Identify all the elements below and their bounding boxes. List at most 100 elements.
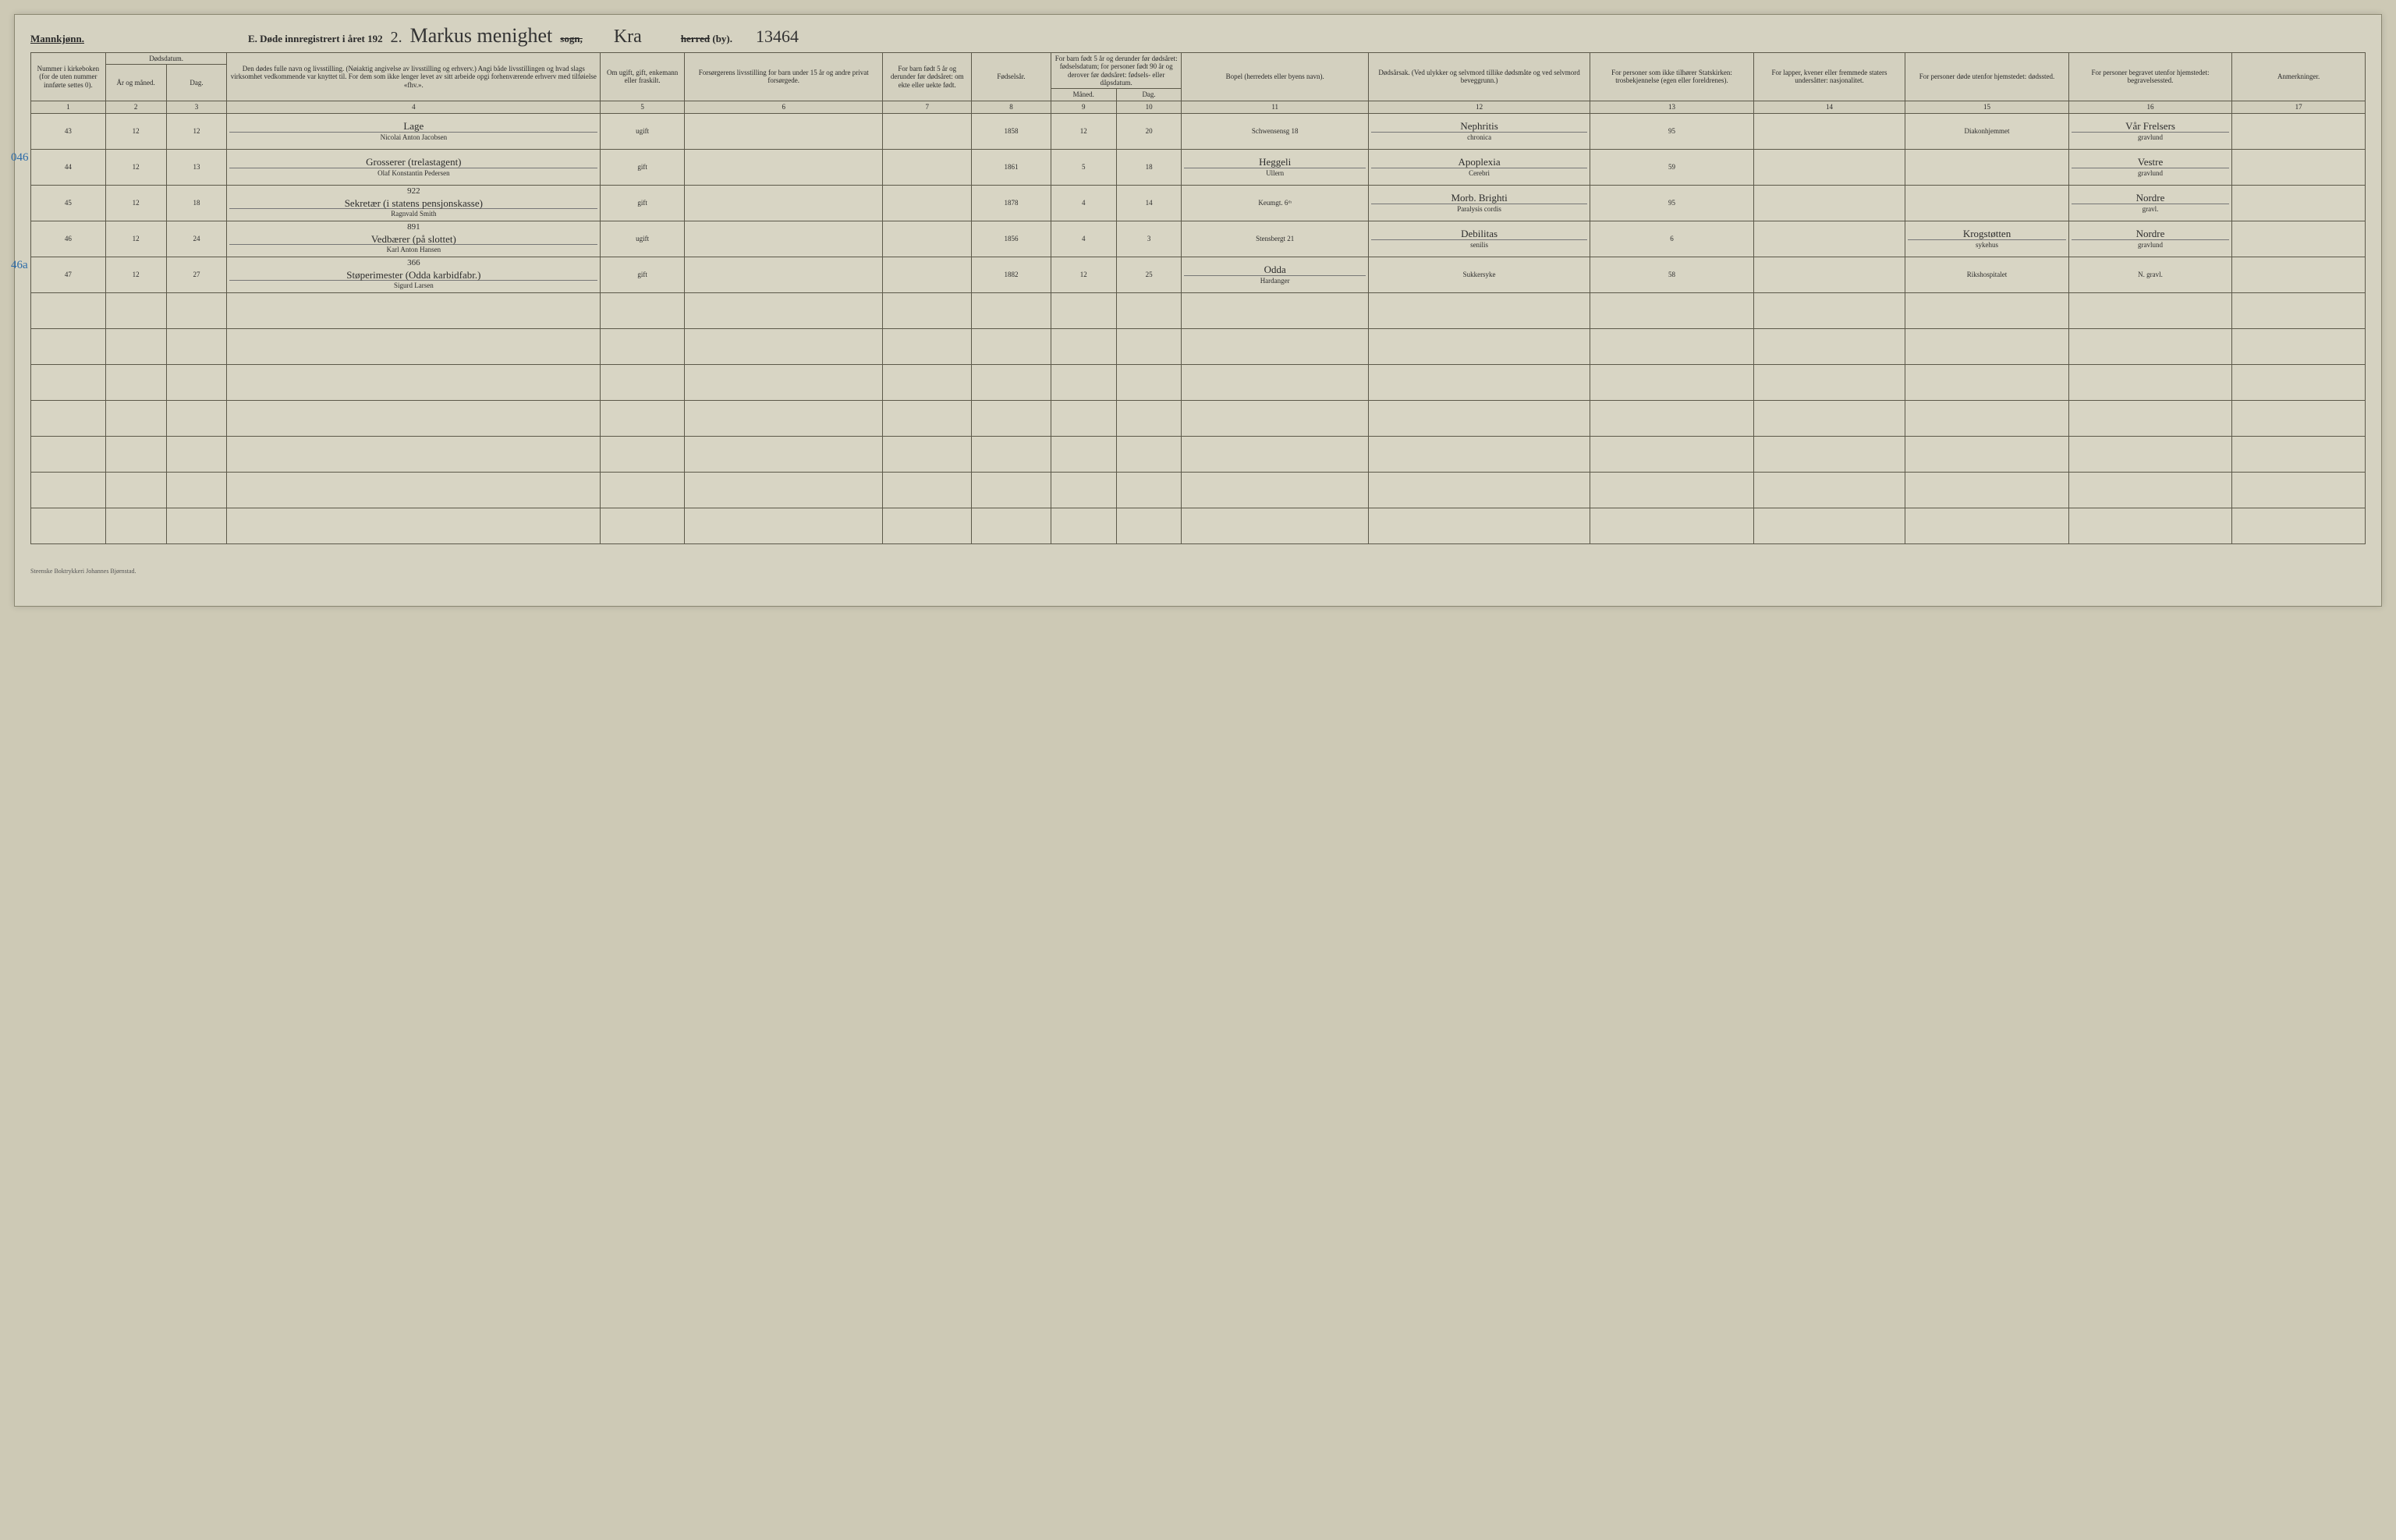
empty-cell	[601, 508, 685, 543]
cell: 13	[166, 149, 227, 185]
empty-cell	[1368, 364, 1590, 400]
colnum: 11	[1182, 101, 1368, 113]
parish-handwritten: Markus menighet	[410, 26, 553, 46]
cell	[685, 257, 883, 292]
cell: Schwensensg 18	[1182, 113, 1368, 149]
colnum: 15	[1905, 101, 2069, 113]
col-header-15: For personer døde utenfor hjemstedet: dø…	[1905, 53, 2069, 101]
empty-cell	[1905, 508, 2069, 543]
cell: 12	[1051, 113, 1116, 149]
empty-cell	[1116, 328, 1182, 364]
cell	[2232, 149, 2366, 185]
empty-cell	[1590, 292, 1754, 328]
cell: 45	[31, 185, 106, 221]
cell: ugift	[601, 113, 685, 149]
empty-cell	[972, 400, 1051, 436]
empty-cell	[2068, 292, 2232, 328]
empty-cell	[1116, 436, 1182, 472]
empty-cell	[1590, 400, 1754, 436]
empty-cell	[105, 472, 166, 508]
cell: Krogstøttensykehus	[1905, 221, 2069, 257]
empty-cell	[685, 292, 883, 328]
empty-cell	[31, 292, 106, 328]
empty-cell	[1905, 292, 2069, 328]
colnum: 2	[105, 101, 166, 113]
empty-cell	[31, 472, 106, 508]
col-header-11: Bopel (herredets eller byens navn).	[1182, 53, 1368, 101]
empty-cell	[31, 436, 106, 472]
column-number-row: 1 2 3 4 5 6 7 8 9 10 11 12 13 14 15 16 1…	[31, 101, 2366, 113]
empty-cell	[1905, 436, 2069, 472]
empty-cell	[601, 436, 685, 472]
cell: 27	[166, 257, 227, 292]
col-header-1: Nummer i kirke­boken (for de uten nummer…	[31, 53, 106, 101]
title-prefix: E. Døde innregistrert i året 192	[248, 33, 383, 45]
cell: Nephritischronica	[1368, 113, 1590, 149]
table-body: 431212LageNicolai Anton Jacobsenugift185…	[31, 113, 2366, 543]
cell: 18	[1116, 149, 1182, 185]
cell: gift	[601, 257, 685, 292]
empty-cell	[2068, 400, 2232, 436]
cell: 24	[166, 221, 227, 257]
cell: 4	[1051, 221, 1116, 257]
cell: 12	[105, 185, 166, 221]
cell: 1882	[972, 257, 1051, 292]
cell: 922Sekretær (i statens pensjonskasse)Rag…	[227, 185, 601, 221]
cell: 1878	[972, 185, 1051, 221]
empty-cell	[883, 508, 972, 543]
empty-cell	[2068, 472, 2232, 508]
empty-cell	[31, 400, 106, 436]
empty-cell	[2232, 292, 2366, 328]
empty-cell	[166, 400, 227, 436]
cell: Keumgt. 6ᵗʰ	[1182, 185, 1368, 221]
empty-cell	[685, 328, 883, 364]
empty-cell	[1051, 400, 1116, 436]
empty-cell	[105, 328, 166, 364]
cell: Diakonhjemmet	[1905, 113, 2069, 149]
cell: 5	[1051, 149, 1116, 185]
cell: OddaHardanger	[1182, 257, 1368, 292]
empty-cell	[1182, 364, 1368, 400]
cell	[2232, 257, 2366, 292]
colnum: 17	[2232, 101, 2366, 113]
cell: 12	[105, 221, 166, 257]
empty-cell	[601, 400, 685, 436]
empty-cell	[1753, 292, 1905, 328]
cell: 46	[31, 221, 106, 257]
cell: Nordregravlund	[2068, 221, 2232, 257]
table-head: Nummer i kirke­boken (for de uten nummer…	[31, 53, 2366, 114]
col-header-7: For barn født 5 år og derunder før døds­…	[883, 53, 972, 101]
cell: gift	[601, 149, 685, 185]
empty-cell	[972, 508, 1051, 543]
empty-cell	[227, 508, 601, 543]
empty-cell	[2232, 328, 2366, 364]
blank-row	[31, 364, 2366, 400]
cell	[1753, 257, 1905, 292]
cell	[883, 113, 972, 149]
empty-cell	[1051, 292, 1116, 328]
cell	[2232, 113, 2366, 149]
empty-cell	[685, 436, 883, 472]
empty-cell	[1590, 508, 1754, 543]
colnum: 9	[1051, 101, 1116, 113]
cell: 1856	[972, 221, 1051, 257]
col-header-2-ar: År og måned.	[105, 65, 166, 101]
col-header-6: Forsørgerens livsstilling for barn under…	[685, 53, 883, 101]
ledger-row: 440461213Grosserer (trelastagent)Olaf Ko…	[31, 149, 2366, 185]
cell: HeggeliUllern	[1182, 149, 1368, 185]
cell	[883, 257, 972, 292]
colnum: 7	[883, 101, 972, 113]
col-header-5: Om ugift, gift, enke­mann eller fraskilt…	[601, 53, 685, 101]
empty-cell	[1753, 328, 1905, 364]
cell: gift	[601, 185, 685, 221]
empty-cell	[883, 472, 972, 508]
cell: Grosserer (trelastagent)Olaf Konstantin …	[227, 149, 601, 185]
cell	[1753, 185, 1905, 221]
cell: Morb. BrightiParalysis cordis	[1368, 185, 1590, 221]
empty-cell	[1182, 328, 1368, 364]
cell: 12	[166, 113, 227, 149]
cell: Nordregravl.	[2068, 185, 2232, 221]
cell: 12	[105, 257, 166, 292]
empty-cell	[1368, 292, 1590, 328]
cell: 4	[1051, 185, 1116, 221]
